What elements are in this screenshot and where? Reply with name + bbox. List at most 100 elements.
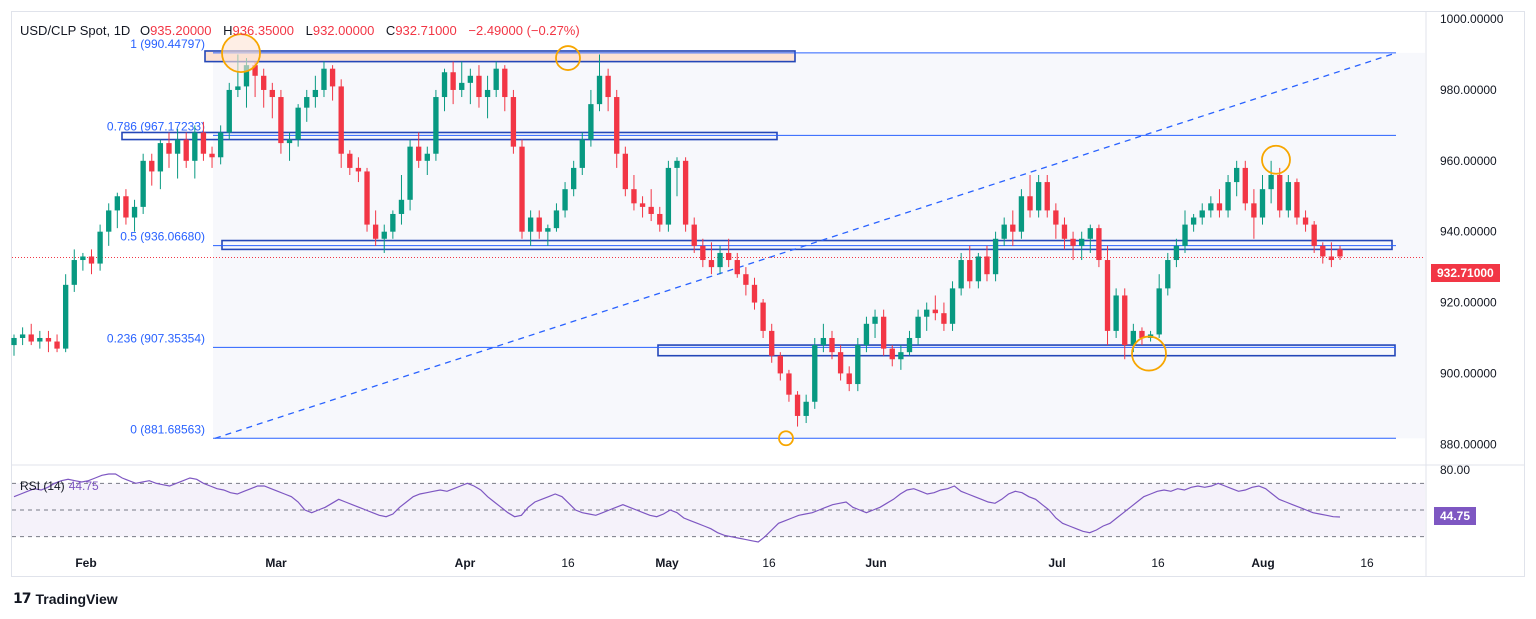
- candle-body: [166, 143, 172, 154]
- candle: [889, 345, 895, 367]
- candle-body: [855, 345, 861, 385]
- candle-body: [209, 153, 215, 158]
- candle: [1337, 245, 1343, 261]
- candle: [1044, 174, 1050, 218]
- candle: [863, 316, 870, 353]
- candle: [1001, 217, 1007, 246]
- candle-body: [407, 146, 413, 200]
- change-value: −2.49000 (−0.27%): [468, 23, 580, 38]
- candle-body: [596, 75, 603, 105]
- candle-body: [1259, 189, 1266, 218]
- tradingview-brand[interactable]: 17 TradingView: [13, 591, 118, 607]
- candle: [97, 224, 103, 271]
- candle-body: [123, 196, 129, 218]
- candle: [252, 61, 258, 98]
- candle-body: [1328, 256, 1335, 261]
- candle-body: [924, 309, 930, 317]
- candle: [1225, 174, 1231, 218]
- candle-body: [286, 139, 293, 144]
- candle-body: [975, 256, 982, 282]
- low-label: L: [305, 23, 313, 38]
- time-tick-label: 16: [1360, 556, 1374, 570]
- candle-body: [579, 139, 585, 168]
- candle-body: [889, 348, 895, 360]
- candle: [424, 146, 430, 175]
- candle-body: [545, 228, 551, 232]
- candle: [777, 352, 783, 381]
- candle-body: [1122, 295, 1128, 346]
- candle-body: [398, 199, 405, 214]
- symbol-title[interactable]: USD/CLP Spot, 1D: [20, 23, 131, 38]
- candle: [166, 132, 172, 168]
- candle: [820, 323, 827, 353]
- high-label: H: [223, 23, 233, 38]
- candle-body: [467, 75, 474, 83]
- candle: [312, 75, 319, 108]
- candle-body: [1001, 224, 1007, 239]
- candle-body: [149, 160, 155, 172]
- candle: [459, 61, 465, 98]
- symbol-header: USD/CLP Spot, 1D O935.20000 H936.35000 L…: [20, 23, 588, 38]
- candle-body: [1242, 167, 1248, 204]
- candle: [803, 394, 809, 424]
- candle-body: [450, 72, 456, 90]
- candle: [829, 330, 835, 360]
- candle-body: [1190, 217, 1197, 225]
- candle: [37, 330, 43, 349]
- candle-body: [174, 139, 181, 154]
- candle: [906, 330, 913, 356]
- candle-body: [880, 316, 887, 349]
- candle-body: [1061, 224, 1068, 239]
- candle: [1079, 231, 1085, 261]
- rsi-legend[interactable]: RSI (14) 44.75: [20, 479, 99, 493]
- price-tick-label: 1000.00000: [1440, 12, 1504, 26]
- candle-body: [605, 75, 611, 98]
- candle: [1113, 288, 1119, 338]
- candle-body: [631, 189, 637, 204]
- candle: [217, 125, 224, 165]
- candle-body: [708, 260, 715, 268]
- candle-body: [519, 146, 525, 232]
- candle-body: [1311, 224, 1317, 246]
- candle-body: [183, 139, 189, 161]
- open-value: 935.20000: [150, 23, 212, 38]
- high-value: 936.35000: [232, 23, 294, 38]
- fib-label-4: 0 (881.68563): [130, 422, 205, 436]
- candle-body: [760, 302, 766, 331]
- candle: [579, 132, 585, 175]
- candle-body: [97, 231, 103, 264]
- candle-body: [794, 394, 801, 416]
- candle: [769, 323, 775, 363]
- candle-body: [114, 196, 120, 211]
- candle: [794, 391, 801, 427]
- candle-body: [932, 309, 938, 314]
- swing-marker-swing-high: [221, 33, 261, 74]
- time-tick-label: Feb: [75, 556, 96, 570]
- rsi-name: RSI (14): [20, 479, 65, 493]
- candle-body: [278, 97, 284, 144]
- candle: [967, 245, 973, 289]
- candle: [398, 174, 405, 225]
- chart-frame: [11, 11, 1525, 577]
- candle: [209, 146, 215, 168]
- candle: [407, 139, 413, 211]
- candle-body: [329, 68, 336, 87]
- time-tick-label: Mar: [265, 556, 287, 570]
- candle-body: [140, 160, 146, 207]
- rsi-value-tag: 44.75: [1434, 507, 1477, 525]
- candle-body: [915, 316, 921, 338]
- candle: [131, 199, 138, 232]
- candle-body: [846, 373, 852, 385]
- swing-marker-swing-low: [778, 430, 794, 447]
- candle: [958, 252, 964, 296]
- candle: [183, 132, 189, 168]
- price-tick-label: 900.00000: [1440, 366, 1497, 380]
- candle: [493, 61, 499, 98]
- candle-body: [192, 132, 198, 161]
- time-tick-label: 16: [1151, 556, 1165, 570]
- candle-body: [304, 97, 310, 108]
- candle: [846, 366, 852, 392]
- candle-body: [252, 65, 258, 76]
- candle-body: [261, 75, 267, 90]
